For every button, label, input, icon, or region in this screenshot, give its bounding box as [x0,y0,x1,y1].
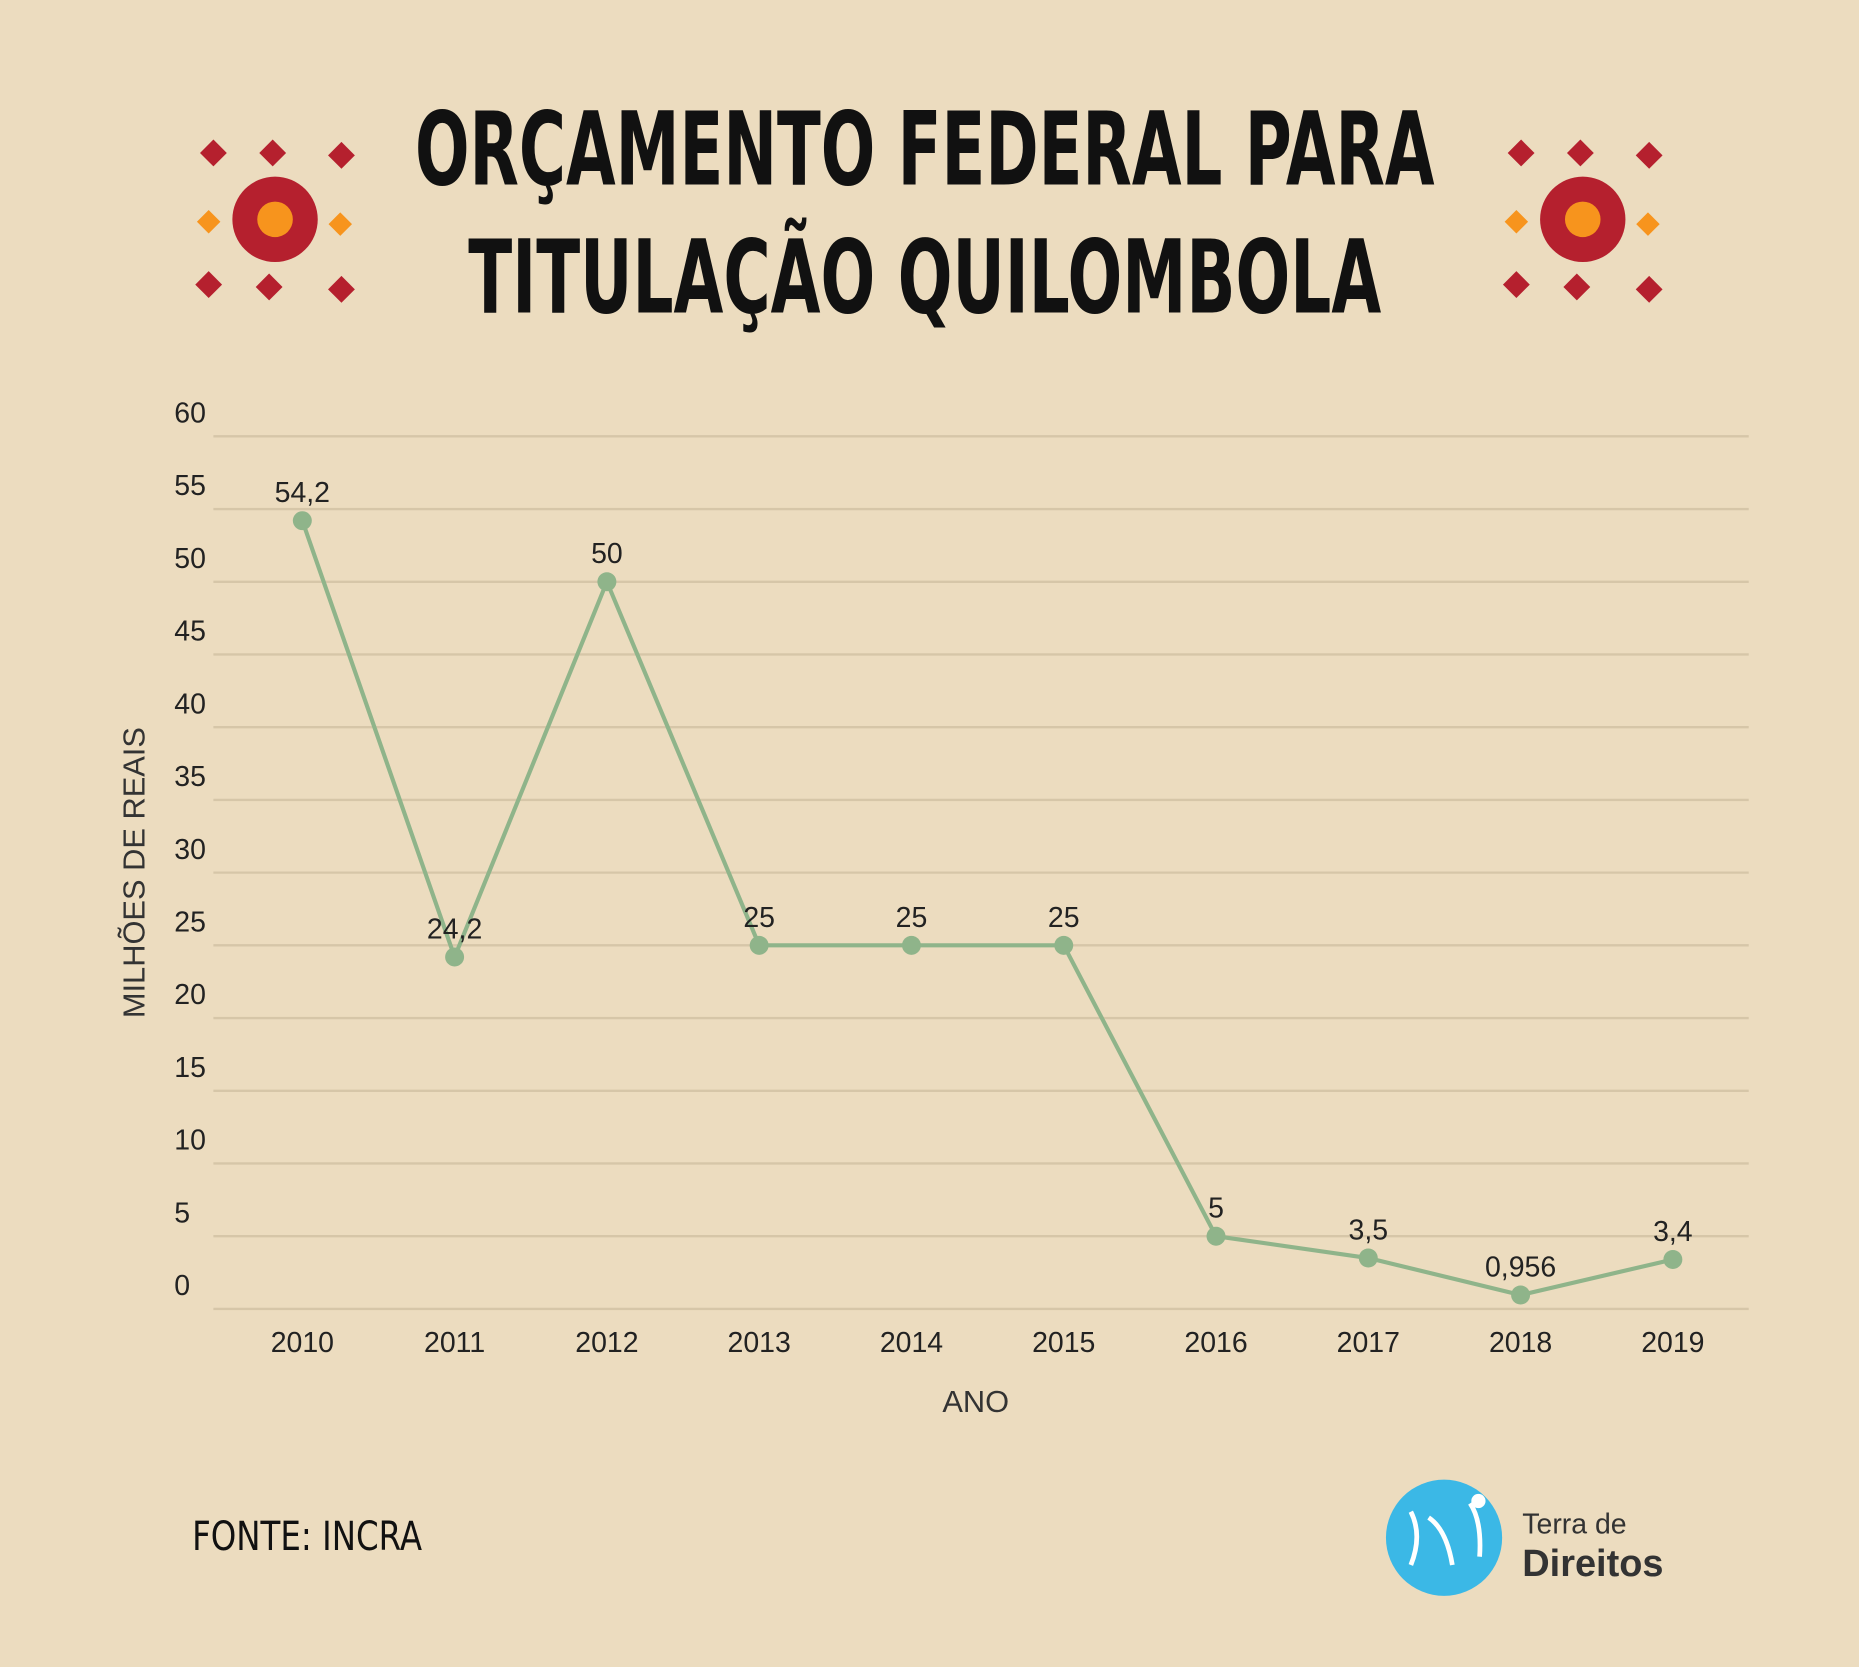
value-label: 54,2 [275,477,330,509]
value-label: 25 [1048,902,1080,934]
y-tick-label: 35 [174,761,206,793]
value-label: 24,2 [427,913,482,945]
y-tick-label: 20 [174,979,206,1011]
point [901,935,921,955]
point [1663,1249,1683,1269]
x-tick-label: 2010 [271,1327,334,1359]
y-axis-label: MILHÕES DE REAIS [116,727,151,1018]
y-tick-label: 55 [174,470,206,502]
sun-left [195,139,355,303]
value-label: 25 [896,902,928,934]
chart-title: TITULAÇÃO QUILOMBOLA [468,216,1381,337]
logo-text: Terra de [1522,1508,1626,1540]
line [300,519,1674,1298]
value-label: 5 [1208,1193,1224,1225]
y-tick-label: 25 [174,907,206,939]
x-tick-label: 2014 [880,1327,943,1359]
point [597,572,617,592]
x-axis-label: ANO [942,1384,1009,1419]
source: FONTE: INCRA [192,1513,422,1560]
y-tick-label: 0 [174,1270,190,1302]
logo [1385,1479,1503,1596]
chart-title: ORÇAMENTO FEDERAL PARA [415,90,1435,209]
y-tick-label: 10 [174,1125,206,1157]
y-tick-label: 5 [174,1197,190,1229]
x-tick-label: 2016 [1184,1327,1247,1359]
x-tick-label: 2017 [1337,1327,1400,1359]
point [1054,935,1074,955]
value-label: 50 [591,538,623,570]
x-tick-label: 2019 [1641,1327,1704,1359]
x-tick-label: 2018 [1489,1327,1552,1359]
logo-text: Direitos [1522,1543,1663,1585]
value-label: 3,4 [1653,1216,1693,1248]
y-tick-label: 30 [174,834,206,866]
y-tick-label: 15 [174,1052,206,1084]
y-tick-label: 45 [174,616,206,648]
y-tick-label: 40 [174,688,206,720]
x-tick-label: 2012 [575,1327,638,1359]
point [749,935,769,955]
point [1358,1248,1378,1268]
y-tick-label: 50 [174,543,206,575]
x-tick-label: 2011 [424,1327,485,1359]
x-tick-label: 2013 [728,1327,791,1359]
value-label: 0,956 [1485,1251,1556,1283]
point [445,947,465,967]
y-tick-label: 60 [174,398,206,430]
value-label: 25 [743,902,775,934]
x-tick-label: 2015 [1032,1327,1095,1359]
point [292,511,312,531]
point [1511,1285,1531,1305]
value-label: 3,5 [1349,1214,1389,1246]
point [1206,1226,1226,1246]
